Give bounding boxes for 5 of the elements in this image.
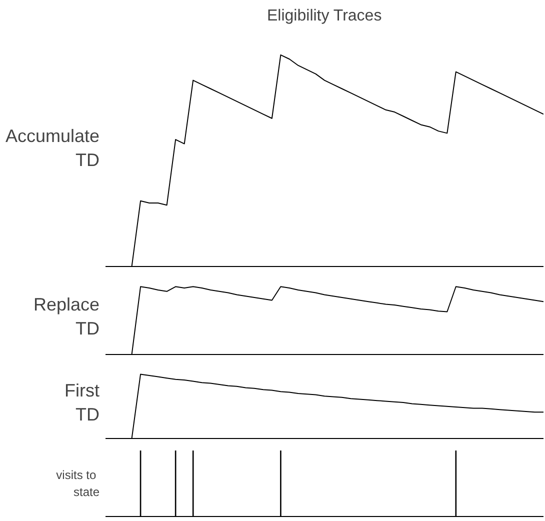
y-axis-title: First TD xyxy=(64,380,100,424)
y-axis-title: visits to state xyxy=(56,468,100,499)
y-axis-title: Replace TD xyxy=(33,294,100,338)
y-axis-title: Accumulate TD xyxy=(5,126,100,170)
chart-title: Eligibility Traces xyxy=(267,8,382,24)
